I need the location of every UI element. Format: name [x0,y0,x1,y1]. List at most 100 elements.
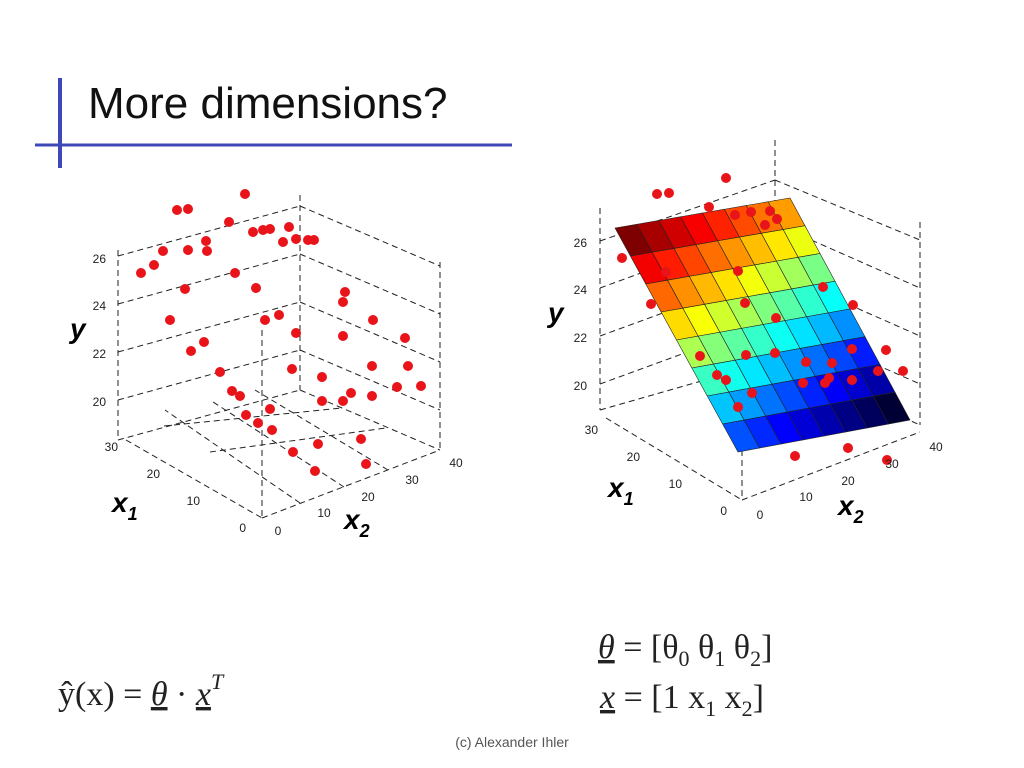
x2-tick-label: 20 [841,474,855,488]
data-point [338,396,348,406]
data-point [230,268,240,278]
x2-tick-label: 10 [317,506,331,520]
x2-tick-label: 30 [885,457,899,471]
axis-label: x2 [342,504,370,541]
y-tick-label: 22 [93,347,107,361]
x2-tick-label: 0 [275,524,282,538]
formula-part: 2 [750,646,761,671]
formula-part: 1 [705,696,716,721]
data-point [186,346,196,356]
data-point [309,235,319,245]
data-point [741,350,751,360]
data-point [740,298,750,308]
data-point [733,402,743,412]
data-point [646,299,656,309]
data-point [284,222,294,232]
data-point [265,224,275,234]
axis-label-main: x [342,504,361,535]
data-point [652,189,662,199]
data-point [882,455,892,465]
data-point [224,217,234,227]
x1-tick-label: 10 [669,477,683,491]
data-point [400,333,410,343]
data-point [313,439,323,449]
data-point [847,344,857,354]
data-point [818,282,828,292]
data-point [291,234,301,244]
axis-label: x2 [836,490,864,527]
data-point [368,315,378,325]
data-point [165,315,175,325]
data-point [274,310,284,320]
data-point [367,391,377,401]
data-point [873,366,883,376]
data-point [202,246,212,256]
data-point [695,351,705,361]
x1-tick-label: 0 [720,504,727,518]
data-point [847,375,857,385]
formula-part: = [θ [615,629,679,666]
formula-part: 1 [714,646,725,671]
data-point [183,245,193,255]
formula-x: x = [1 x1 x2] [599,679,764,721]
data-point [827,358,837,368]
data-point [704,202,714,212]
data-point [338,331,348,341]
x2-tick-label: 0 [757,508,764,522]
data-point [265,404,275,414]
x2-tick-label: 40 [929,440,943,454]
axis-label: x1 [606,472,634,509]
formula-part: θ [598,629,615,666]
data-point [730,210,740,220]
data-point [278,237,288,247]
formula-part: ] [761,629,772,666]
data-point [801,357,811,367]
data-point [241,410,251,420]
data-point [721,173,731,183]
x1-tick-label: 20 [627,450,641,464]
data-point [149,260,159,270]
x1-tick-label: 10 [187,494,201,508]
x2-tick-label: 10 [799,490,813,504]
data-point [251,283,261,293]
data-point [712,370,722,380]
x1-tick-label: 20 [147,467,161,481]
data-point [361,459,371,469]
data-point [848,300,858,310]
y-tick-label: 22 [574,331,588,345]
data-point [771,313,781,323]
data-point [338,297,348,307]
data-point [136,268,146,278]
x1-tick-label: 0 [239,521,246,535]
data-point [824,373,834,383]
data-point [843,443,853,453]
data-point [790,451,800,461]
data-point [158,246,168,256]
y-tick-label: 26 [574,236,588,250]
footer: (c) Alexander Ihler [455,734,569,750]
data-point [288,447,298,457]
data-point [747,388,757,398]
data-point [215,367,225,377]
data-point [183,204,193,214]
data-point [260,315,270,325]
data-point [253,418,263,428]
formula-part: = [1 x [615,679,705,716]
data-point [291,328,301,338]
axis-label-sub: 2 [359,521,370,541]
y-tick-label: 24 [574,283,588,297]
data-point [367,361,377,371]
data-point [340,287,350,297]
data-point [172,205,182,215]
data-point [199,337,209,347]
formula-part: θ [725,629,750,666]
data-point [403,361,413,371]
formula-part: ŷ(x) = [58,676,151,713]
data-point [721,375,731,385]
y-axis-label: y [68,313,87,344]
y-tick-label: 20 [574,379,588,393]
x2-tick-label: 20 [361,490,375,504]
data-point [765,206,775,216]
data-point [798,378,808,388]
